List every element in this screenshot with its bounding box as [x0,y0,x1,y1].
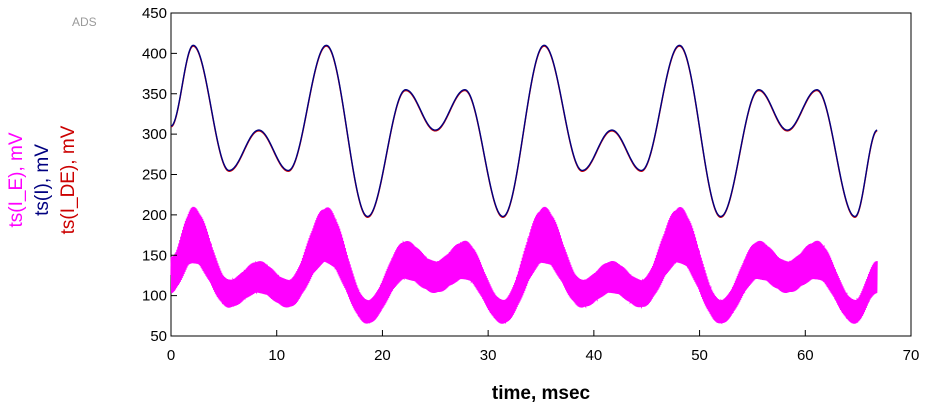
y-tick-label: 100 [142,288,167,305]
y-tick-label: 50 [150,328,167,345]
x-tick-label: 10 [268,347,285,364]
ads-watermark: ADS [72,15,97,29]
y-tick-label: 250 [142,167,167,184]
x-tick-label: 30 [480,347,497,364]
x-tick-label: 50 [691,347,708,364]
y-tick-label: 350 [142,86,167,103]
y-tick-label: 200 [142,207,167,224]
plot-area [170,12,912,337]
series-ts-i-e [170,206,878,325]
y-axis-ticks: 50 100 150 200 250 300 350 400 450 [142,5,177,345]
x-tick-label: 0 [167,347,175,364]
y-tick-label: 150 [142,247,167,264]
x-axis-ticks: 0 10 20 30 40 50 60 70 [167,330,920,364]
x-axis-label: time, msec [492,383,591,404]
x-tick-label: 60 [797,347,814,364]
y-axis-labels: ts(I_E), mV ts(I), mV ts(I_DE), mV [6,125,79,234]
y-tick-label: 300 [142,126,167,143]
y-axis-label: ts(I_DE), mV [58,125,79,234]
y-axis-label: ts(I_E), mV [6,132,27,227]
x-tick-label: 20 [374,347,391,364]
x-tick-label: 40 [586,347,603,364]
series-layer [170,44,878,325]
y-tick-label: 450 [142,5,167,22]
x-tick-label: 70 [903,347,920,364]
y-axis-label: ts(I), mV [32,144,53,216]
y-tick-label: 400 [142,45,167,62]
series-ts-i [170,44,878,218]
